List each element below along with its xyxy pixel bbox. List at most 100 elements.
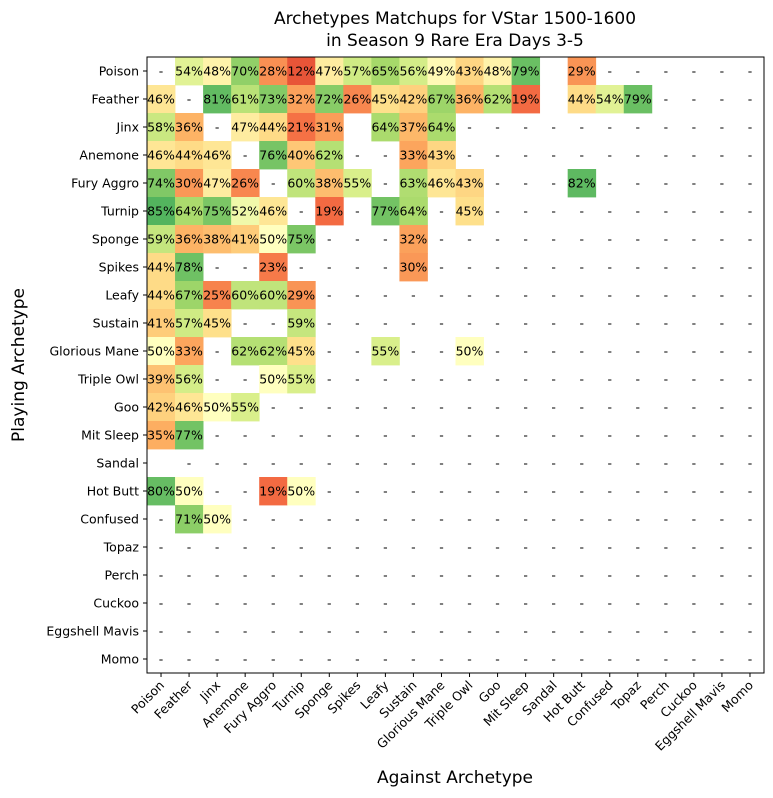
cell-missing-label: - xyxy=(299,512,304,527)
heatmap-cell xyxy=(259,281,288,310)
cell-missing-label: - xyxy=(720,456,725,471)
cell-missing-label: - xyxy=(579,624,584,639)
heatmap-cell xyxy=(231,281,260,310)
cell-missing-label: - xyxy=(439,568,444,583)
cell-missing-label: - xyxy=(579,456,584,471)
cell-missing-label: - xyxy=(327,400,332,415)
cell-missing-label: - xyxy=(523,316,528,331)
chart-title-line2: in Season 9 Rare Era Days 3-5 xyxy=(326,31,584,51)
cell-value-label: 50% xyxy=(203,512,231,527)
cell-value-label: 48% xyxy=(484,64,512,79)
x-tick-label: Momo xyxy=(718,678,756,716)
cell-value-label: 39% xyxy=(147,372,175,387)
cell-value-label: 26% xyxy=(343,92,371,107)
heatmap-cell xyxy=(175,141,204,170)
cell-missing-label: - xyxy=(607,316,612,331)
cell-missing-label: - xyxy=(411,456,416,471)
cell-missing-label: - xyxy=(215,372,220,387)
heatmap-cell xyxy=(231,85,260,114)
cell-missing-label: - xyxy=(495,400,500,415)
cell-value-label: 79% xyxy=(624,92,652,107)
cell-missing-label: - xyxy=(355,456,360,471)
heatmap-cell xyxy=(203,505,232,534)
heatmap-cell xyxy=(287,281,316,310)
cell-missing-label: - xyxy=(551,512,556,527)
cell-value-label: 46% xyxy=(259,204,287,219)
heatmap-cell xyxy=(371,197,400,226)
cell-value-label: 36% xyxy=(175,120,203,135)
cell-missing-label: - xyxy=(327,512,332,527)
heatmap-cell xyxy=(287,169,316,198)
cell-missing-label: - xyxy=(187,92,192,107)
cell-value-label: 75% xyxy=(203,204,231,219)
heatmap-cell xyxy=(259,57,288,86)
cell-missing-label: - xyxy=(692,288,697,303)
cell-missing-label: - xyxy=(439,288,444,303)
cell-missing-label: - xyxy=(523,428,528,443)
heatmap-cell xyxy=(399,85,428,114)
heatmap-cell xyxy=(427,113,456,142)
cell-value-label: 19% xyxy=(259,484,287,499)
cell-missing-label: - xyxy=(383,176,388,191)
heatmap-cell xyxy=(175,477,204,506)
cell-missing-label: - xyxy=(692,148,697,163)
cell-missing-label: - xyxy=(579,512,584,527)
heatmap-cell xyxy=(427,85,456,114)
cell-value-label: 54% xyxy=(596,92,624,107)
cell-missing-label: - xyxy=(523,596,528,611)
cell-missing-label: - xyxy=(327,652,332,667)
cell-missing-label: - xyxy=(551,344,556,359)
cell-missing-label: - xyxy=(579,596,584,611)
cell-missing-label: - xyxy=(327,456,332,471)
cell-missing-label: - xyxy=(243,456,248,471)
cell-missing-label: - xyxy=(215,484,220,499)
cell-missing-label: - xyxy=(720,652,725,667)
cell-missing-label: - xyxy=(187,652,192,667)
heatmap-cell xyxy=(343,85,372,114)
cell-value-label: 23% xyxy=(259,260,287,275)
cell-missing-label: - xyxy=(748,400,753,415)
heatmap-cell xyxy=(147,421,176,450)
cell-missing-label: - xyxy=(439,456,444,471)
cell-missing-label: - xyxy=(664,540,669,555)
cell-missing-label: - xyxy=(579,428,584,443)
cell-missing-label: - xyxy=(383,540,388,555)
cell-missing-label: - xyxy=(523,540,528,555)
cell-missing-label: - xyxy=(411,288,416,303)
heatmap-cell xyxy=(203,141,232,170)
cell-missing-label: - xyxy=(495,624,500,639)
cell-missing-label: - xyxy=(636,540,641,555)
heatmap-cells xyxy=(147,57,653,534)
cell-value-label: 38% xyxy=(203,232,231,247)
cell-missing-label: - xyxy=(215,344,220,359)
heatmap-cell xyxy=(483,85,512,114)
heatmap-cell xyxy=(231,337,260,366)
cell-missing-label: - xyxy=(720,316,725,331)
heatmap-cell xyxy=(147,253,176,282)
cell-missing-label: - xyxy=(243,624,248,639)
cell-missing-label: - xyxy=(579,288,584,303)
cell-missing-label: - xyxy=(607,232,612,247)
cell-missing-label: - xyxy=(439,512,444,527)
cell-missing-label: - xyxy=(467,596,472,611)
heatmap-cell xyxy=(315,113,344,142)
cell-missing-label: - xyxy=(579,316,584,331)
cell-missing-label: - xyxy=(551,176,556,191)
cell-missing-label: - xyxy=(607,512,612,527)
cell-value-label: 62% xyxy=(315,148,343,163)
cell-missing-label: - xyxy=(383,624,388,639)
heatmap-cell xyxy=(175,505,204,534)
cell-missing-label: - xyxy=(355,484,360,499)
cell-value-label: 50% xyxy=(147,344,175,359)
heatmap-cell xyxy=(203,169,232,198)
cell-value-label: 41% xyxy=(147,316,175,331)
cell-missing-label: - xyxy=(243,596,248,611)
cell-missing-label: - xyxy=(664,428,669,443)
cell-value-label: 30% xyxy=(175,176,203,191)
cell-missing-label: - xyxy=(664,372,669,387)
heatmap-cell xyxy=(259,197,288,226)
cell-missing-label: - xyxy=(579,652,584,667)
x-tick-label: Topaz xyxy=(608,677,645,714)
cell-missing-label: - xyxy=(327,260,332,275)
